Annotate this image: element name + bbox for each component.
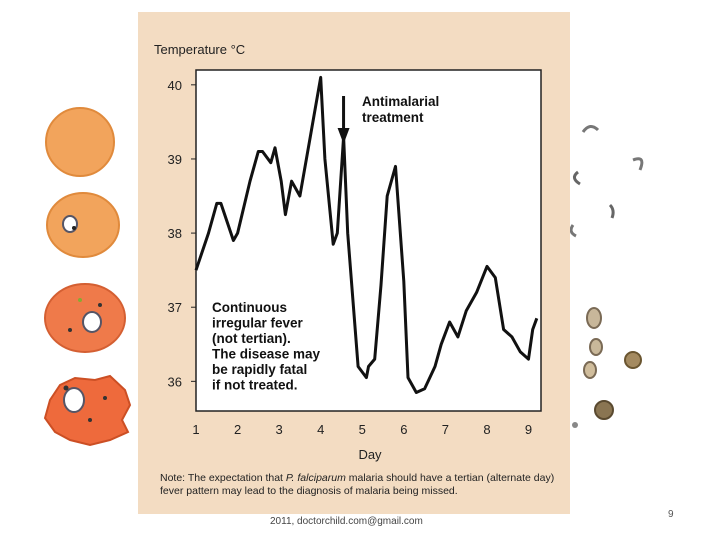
fever-annotation-line: The disease may <box>212 347 321 362</box>
fever-annotation-line: be rapidly fatal <box>212 362 307 377</box>
treatment-arrow-head <box>337 128 350 144</box>
y-tick-label: 40 <box>168 78 182 93</box>
x-tick-label: 6 <box>400 422 407 437</box>
y-tick-label: 37 <box>168 300 182 315</box>
x-axis-label: Day <box>358 447 382 462</box>
x-tick-label: 9 <box>525 422 532 437</box>
fever-annotation-line: (not tertian). <box>212 331 291 346</box>
fever-annotation-line: Continuous <box>212 300 287 315</box>
x-tick-label: 3 <box>276 422 283 437</box>
red-cell-ruptured <box>43 374 132 447</box>
fever-annotation-line: irregular fever <box>212 316 304 331</box>
y-tick-label: 38 <box>168 226 182 241</box>
footer-email: 2011, doctorchild.com@gmail.com <box>270 516 423 527</box>
y-tick-label: 39 <box>168 152 182 167</box>
y-axis-label: Temperature °C <box>154 42 245 57</box>
x-tick-label: 5 <box>359 422 366 437</box>
x-tick-label: 2 <box>234 422 241 437</box>
temperature-series-line <box>194 75 539 394</box>
x-tick-label: 8 <box>483 422 490 437</box>
red-cell-normal <box>45 107 115 177</box>
fever-annotation-line: if not treated. <box>212 378 298 393</box>
y-tick-label: 36 <box>168 374 182 389</box>
plot-area <box>195 69 542 412</box>
fever-annotation: Continuous irregular fever (not tertian). T… <box>212 300 321 393</box>
x-tick-label: 4 <box>317 422 324 437</box>
x-tick-label: 1 <box>192 422 199 437</box>
temperature-chart: Temperature °C 40 39 38 37 36 1 2 3 4 5 6 7 8 9 Anti… <box>154 42 542 462</box>
red-cell-ring <box>46 192 120 258</box>
treatment-label: Antimalarial treatment <box>362 94 439 125</box>
page-number: 9 <box>668 509 674 520</box>
x-tick-label: 7 <box>442 422 449 437</box>
chart-note: Note: The expectation that P. falciparum… <box>160 472 555 497</box>
